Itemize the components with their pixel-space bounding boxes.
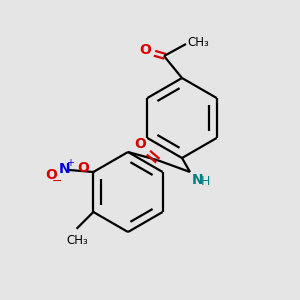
Text: O: O <box>139 43 151 57</box>
Text: H: H <box>201 175 210 188</box>
Text: +: + <box>66 158 74 168</box>
Text: −: − <box>52 175 63 188</box>
Text: N: N <box>192 173 204 187</box>
Text: O: O <box>134 137 146 151</box>
Text: CH₃: CH₃ <box>67 234 88 247</box>
Text: O: O <box>77 161 89 175</box>
Text: O: O <box>45 168 57 182</box>
Text: CH₃: CH₃ <box>187 37 209 50</box>
Text: N: N <box>58 162 70 176</box>
